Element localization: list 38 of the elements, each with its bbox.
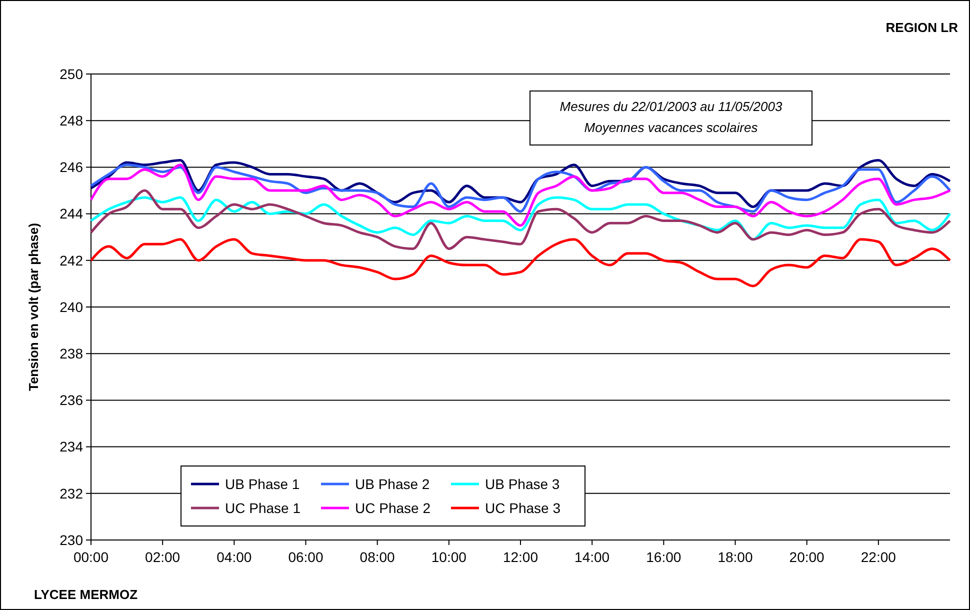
annotation: Mesures du 22/01/2003 au 11/05/2003 — [560, 99, 783, 114]
legend-label: UB Phase 2 — [355, 476, 430, 492]
annotation: Moyennes vacances scolaires — [584, 120, 758, 135]
y-tick-label: 242 — [60, 252, 84, 268]
y-tick-label: 246 — [60, 159, 84, 176]
x-tick-label: 06:00 — [288, 549, 324, 565]
x-tick-label: 02:00 — [145, 549, 180, 565]
x-tick-label: 04:00 — [216, 549, 252, 565]
x-tick-label: 08:00 — [360, 549, 396, 565]
x-tick-label: 20:00 — [789, 549, 825, 565]
line-series — [90, 196, 952, 241]
legend-label: UC Phase 2 — [355, 500, 431, 516]
x-tick-label: 10:00 — [431, 549, 467, 565]
y-tick-label: 248 — [60, 112, 84, 128]
x-tick-label: 18:00 — [718, 549, 753, 565]
legend-label: UC Phase 3 — [485, 500, 561, 516]
legend-label: UC Phase 1 — [225, 500, 301, 516]
y-tick-label: 238 — [60, 346, 84, 362]
x-tick-label: 16:00 — [646, 549, 682, 565]
x-tick-label: 00:00 — [73, 549, 109, 565]
y-tick-label: 232 — [60, 485, 84, 502]
y-tick-label: 240 — [60, 298, 84, 315]
y-axis-title: Tension en volt (par phase) — [26, 222, 41, 392]
line-series — [90, 164, 952, 227]
y-tick-label: 236 — [60, 392, 84, 408]
text: LYCEE MERMOZ — [34, 587, 138, 602]
y-tick-label: 244 — [60, 206, 84, 222]
x-tick-label: 14:00 — [574, 549, 610, 565]
text: REGION LR — [886, 20, 959, 35]
y-tick-label: 230 — [60, 532, 84, 548]
legend-label: UB Phase 1 — [225, 476, 300, 492]
legend-label: UB Phase 3 — [485, 476, 560, 492]
y-tick-label: 250 — [60, 66, 84, 82]
x-tick-label: 22:00 — [860, 549, 896, 565]
line-series — [90, 238, 952, 288]
x-tick-label: 12:00 — [502, 549, 538, 565]
y-tick-label: 234 — [60, 438, 84, 455]
line-series — [90, 189, 952, 250]
